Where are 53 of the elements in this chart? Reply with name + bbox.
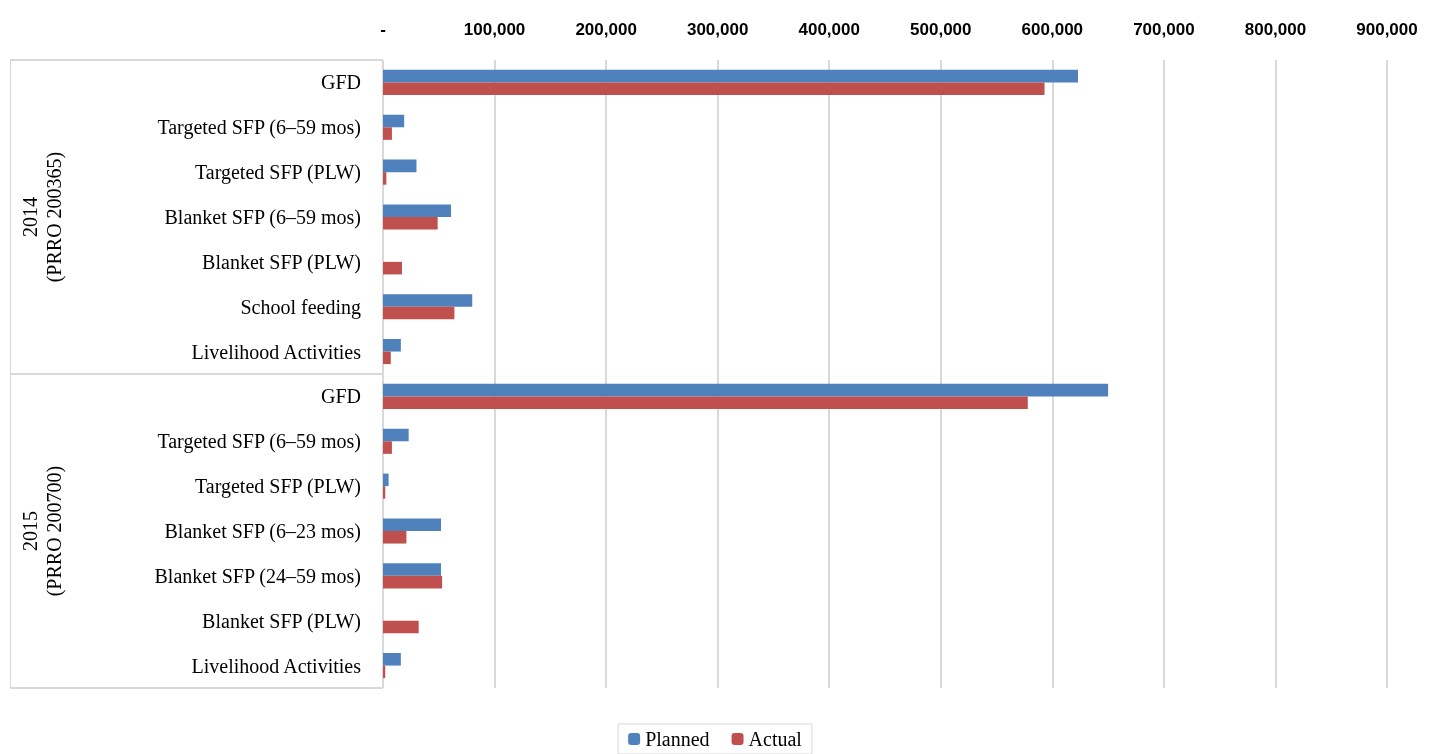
y-tick-label: Blanket SFP (24–59 mos) (154, 564, 361, 588)
bar (383, 518, 442, 531)
y-tick-label: Blanket SFP (6–23 mos) (164, 520, 361, 543)
y-tick-label: Livelihood Activities (191, 654, 362, 677)
text: 2014 (PRRO 200365) (18, 151, 66, 283)
y-tick-label: GFD (320, 385, 361, 408)
bar (383, 486, 386, 499)
x-tick-label: 300,000 (686, 20, 749, 39)
y-tick-label: Blanket SFP (6–59 mos) (164, 206, 361, 229)
y-tick-label: School feeding (240, 295, 361, 319)
bar (383, 473, 389, 487)
bar (383, 294, 473, 307)
x-tick-label: - (380, 20, 386, 39)
y-tick-label: Targeted SFP (6–59 mos) (157, 116, 361, 140)
y-tick-label: Blanket SFP (PLW) (202, 250, 361, 274)
y-tick-label: Blanket SFP (PLW) (202, 609, 361, 633)
bar (383, 339, 401, 352)
x-tick-label: 100,000 (463, 20, 526, 39)
x-tick-label: 400,000 (798, 20, 860, 39)
legend-label: Actual (748, 728, 803, 750)
bar (383, 428, 409, 442)
bar (383, 69, 1078, 83)
bar (383, 159, 417, 173)
x-tick-label: 200,000 (575, 20, 637, 39)
bar (383, 383, 1109, 397)
bar (383, 204, 452, 217)
bar (383, 172, 387, 185)
y-tick-label: Targeted SFP (PLW) (195, 161, 361, 185)
x-tick-label: 800,000 (1244, 20, 1307, 39)
x-tick-label: 500,000 (910, 20, 972, 39)
bar (383, 620, 419, 634)
y-tick-label: Targeted SFP (6–59 mos) (157, 430, 361, 454)
bar (383, 114, 405, 128)
bar (383, 531, 407, 544)
y-tick-label: Livelihood Activities (191, 340, 362, 363)
bar (383, 306, 455, 320)
bar (383, 127, 392, 140)
bar (383, 575, 443, 589)
x-tick-label: 900,000 (1356, 20, 1418, 39)
bar (383, 351, 391, 365)
bar (383, 217, 438, 230)
bar (383, 653, 401, 666)
legend-label: Planned (645, 728, 710, 750)
y-tick-label: GFD (320, 71, 361, 94)
text: 2015 (PRRO 200700) (18, 465, 66, 597)
bar (383, 396, 1028, 409)
bar (383, 441, 392, 454)
bar (383, 82, 1045, 95)
bar (383, 261, 402, 275)
x-tick-label: 700,000 (1133, 20, 1195, 39)
x-tick-label: 600,000 (1021, 20, 1084, 39)
bar (383, 563, 442, 576)
y-tick-label: Targeted SFP (PLW) (195, 475, 361, 499)
